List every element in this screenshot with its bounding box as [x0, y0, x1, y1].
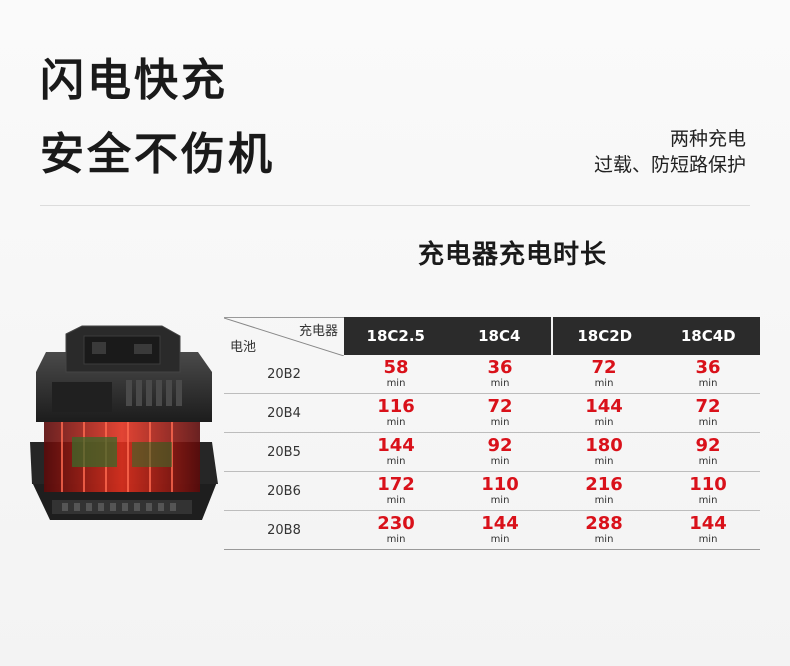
charge-time-value: 72 — [487, 395, 513, 417]
row-label: 20B2 — [267, 366, 301, 382]
charge-time-value: 288 — [585, 512, 623, 534]
unit-label: min — [386, 416, 406, 428]
unit-label: min — [490, 377, 510, 389]
unit-label: min — [698, 455, 718, 467]
hero-title-line1: 闪电快充 — [40, 55, 228, 106]
table-cell: 110 min — [656, 472, 760, 510]
table-cell: 72 min — [552, 355, 656, 393]
charge-time-value: 144 — [481, 512, 519, 534]
table-cell: 92 min — [448, 433, 552, 471]
unit-label: min — [490, 494, 510, 506]
table-cell: 72 min — [448, 394, 552, 432]
charge-time-value: 144 — [689, 512, 727, 534]
unit-label: min — [490, 533, 510, 545]
table-cell: 230 min — [344, 511, 448, 549]
table-corner: 充电器 电池 — [224, 317, 344, 356]
charge-time-value: 216 — [585, 473, 623, 495]
charge-time-value: 110 — [481, 473, 519, 495]
row-label: 20B6 — [267, 483, 301, 499]
charge-time-value: 72 — [591, 356, 617, 378]
charge-time-value: 116 — [377, 395, 415, 417]
feature-note-line2: 过载、防短路保护 — [593, 154, 746, 176]
unit-label: min — [698, 533, 718, 545]
table-cell: 36 min — [448, 355, 552, 393]
unit-label: min — [490, 455, 510, 467]
divider — [40, 205, 750, 206]
unit-label: min — [386, 494, 406, 506]
charge-time-value: 180 — [585, 434, 623, 456]
charge-time-value: 92 — [695, 434, 721, 456]
charge-time-value: 92 — [487, 434, 513, 456]
unit-label: min — [594, 533, 614, 545]
unit-label: min — [698, 377, 718, 389]
unit-label: min — [594, 494, 614, 506]
unit-label: min — [594, 377, 614, 389]
row-label: 20B4 — [267, 405, 301, 421]
row-label: 20B5 — [267, 444, 301, 460]
charge-time-value: 36 — [695, 356, 721, 378]
table-cell: 58 min — [344, 355, 448, 393]
corner-label-battery: 电池 — [230, 340, 257, 355]
column-header: 18C2D — [553, 317, 657, 355]
charge-time-value: 144 — [585, 395, 623, 417]
charge-time-value: 72 — [695, 395, 721, 417]
table-row: 20B6 172 min 110 min 216 min 110 min — [224, 472, 760, 511]
charge-time-value: 110 — [689, 473, 727, 495]
charge-time-value: 230 — [377, 512, 415, 534]
table-row: 20B5 144 min 92 min 180 min 92 min — [224, 433, 760, 472]
table-cell: 36 min — [656, 355, 760, 393]
header-separator — [551, 317, 553, 355]
table-row: 20B4 116 min 72 min 144 min 72 min — [224, 394, 760, 433]
table-row: 20B2 58 min 36 min 72 min 36 min — [224, 355, 760, 394]
column-header: 18C4 — [447, 317, 551, 355]
unit-label: min — [594, 416, 614, 428]
unit-label: min — [386, 455, 406, 467]
table-cell: 110 min — [448, 472, 552, 510]
table-cell: 216 min — [552, 472, 656, 510]
table-cell: 144 min — [656, 511, 760, 549]
table-row: 20B8 230 min 144 min 288 min 144 min — [224, 511, 760, 550]
unit-label: min — [698, 416, 718, 428]
table-cell: 144 min — [552, 394, 656, 432]
charge-time-value: 36 — [487, 356, 513, 378]
section-title: 充电器充电时长 — [418, 240, 608, 270]
table-cell: 288 min — [552, 511, 656, 549]
table-header: 充电器 电池 18C2.5 18C4 18C2D 18C4D — [224, 317, 760, 356]
corner-label-charger: 充电器 — [298, 324, 338, 339]
unit-label: min — [386, 533, 406, 545]
table-cell: 72 min — [656, 394, 760, 432]
table-cell: 180 min — [552, 433, 656, 471]
column-header: 18C4D — [656, 317, 760, 355]
battery-charger-illustration — [22, 322, 222, 532]
charge-time-value: 144 — [377, 434, 415, 456]
charge-time-value: 58 — [383, 356, 409, 378]
row-label: 20B8 — [267, 522, 301, 538]
feature-note-line1: 两种充电 — [669, 128, 746, 150]
unit-label: min — [490, 416, 510, 428]
charging-time-table: 充电器 电池 18C2.5 18C4 18C2D 18C4D 20B2 58 mi… — [224, 317, 760, 550]
table-cell: 144 min — [344, 433, 448, 471]
table-cell: 92 min — [656, 433, 760, 471]
unit-label: min — [698, 494, 718, 506]
unit-label: min — [386, 377, 406, 389]
table-cell: 144 min — [448, 511, 552, 549]
charge-time-value: 172 — [377, 473, 415, 495]
table-cell: 116 min — [344, 394, 448, 432]
hero-title-line2: 安全不伤机 — [40, 129, 275, 180]
table-cell: 172 min — [344, 472, 448, 510]
unit-label: min — [594, 455, 614, 467]
column-header: 18C2.5 — [344, 317, 448, 355]
